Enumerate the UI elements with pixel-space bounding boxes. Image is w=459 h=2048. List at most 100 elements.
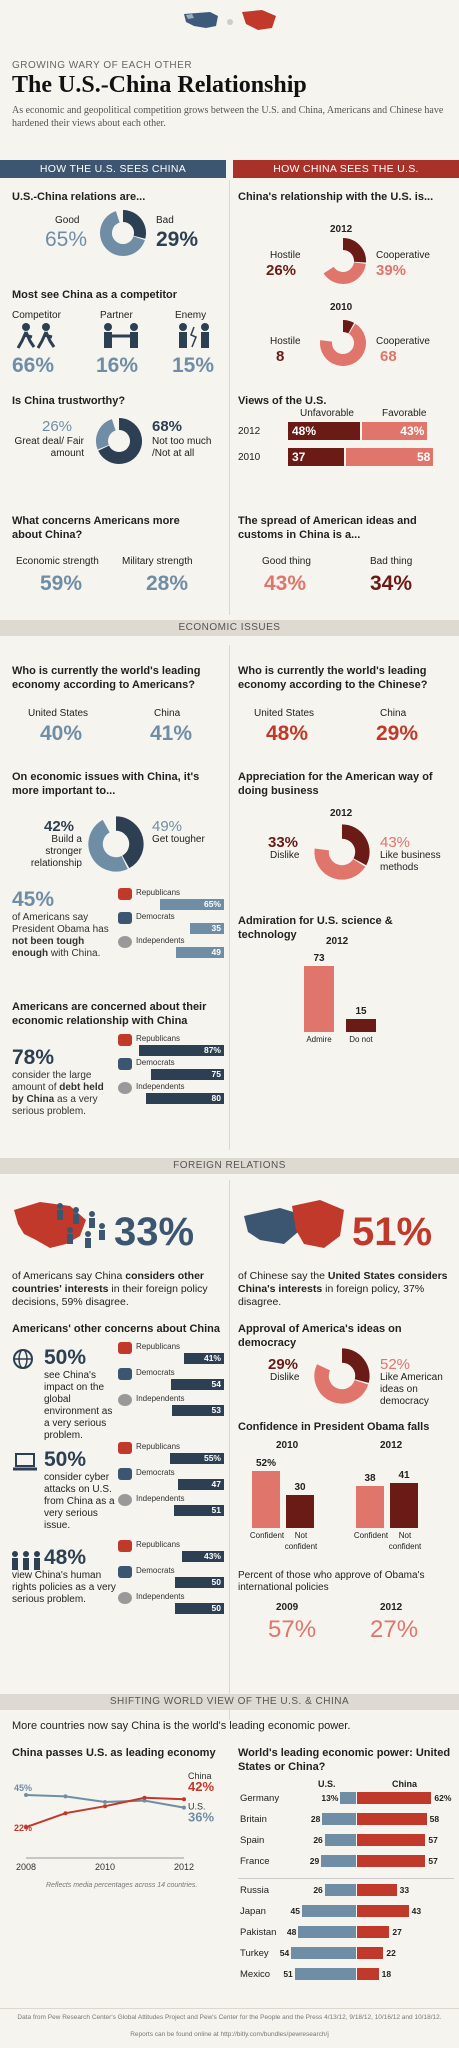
country-label: Mexico: [240, 1969, 271, 1980]
party-bar: 35: [189, 923, 224, 934]
us-relations-question: U.S.-China relations are...: [12, 191, 146, 203]
views-2010-year: 2010: [238, 452, 261, 463]
us-value: 26: [313, 1835, 323, 1845]
spread-question: The spread of American ideas and customs…: [238, 515, 417, 541]
like-label: Like business methods: [380, 850, 441, 873]
trust-a-arc: [96, 419, 117, 450]
dem-dislike-arc: [341, 1348, 370, 1383]
cn-leading-a-label: United States: [254, 708, 315, 719]
approve-a-year: 2009: [276, 1602, 299, 1613]
partner-label: Partner: [100, 310, 133, 321]
military-strength-label: Military strength: [122, 556, 193, 567]
footer-divider: [0, 2008, 459, 2009]
party-bar: 54: [171, 1379, 224, 1390]
trust-b-label: Not too much /Not at all: [152, 436, 212, 459]
cn-leading-b-label: China: [380, 708, 407, 719]
party-label: Republicans: [136, 1442, 181, 1451]
relationship-arc: [115, 816, 144, 869]
relations-donut: [98, 208, 148, 263]
democracy-like-value: 52%: [380, 1356, 411, 1373]
shift-subtitle: More countries now say China is the worl…: [12, 1720, 351, 1732]
approve-b-value: 27%: [370, 1616, 419, 1643]
bad-thing-value: 34%: [370, 572, 413, 595]
military-strength-value: 28%: [146, 572, 189, 595]
rel-2010-year: 2010: [330, 302, 353, 313]
donkey-icon: [118, 1368, 132, 1380]
series-point: [103, 1804, 107, 1809]
page-title: The U.S.-China Relationship: [12, 72, 307, 98]
views-2012-year: 2012: [238, 426, 261, 437]
coop-2012-arc: [323, 261, 366, 284]
conf-2012-year: 2012: [380, 1440, 403, 1451]
us-big-percent: 33%: [114, 1210, 195, 1254]
party-label: Independents: [136, 1592, 185, 1601]
hostile-2012-value: 26%: [266, 262, 297, 279]
party-label: Republicans: [136, 1540, 181, 1549]
cn-foreign-text: of Chinese say the United States conside…: [238, 1270, 448, 1308]
party-label: Independents: [136, 1494, 185, 1503]
series-end-label: 36%: [188, 1810, 214, 1825]
us-bar: [322, 1813, 356, 1825]
us-leading-question: Who is currently the world's leading eco…: [12, 665, 201, 691]
party-bar: 43%: [181, 1551, 224, 1562]
cyber-value: 50%: [44, 1448, 87, 1471]
confidence-bar: [390, 1482, 418, 1528]
donkey-icon: [118, 1566, 132, 1578]
laptop-icon: [12, 1452, 38, 1477]
important-b-value: 49%: [152, 818, 183, 835]
coop-2012-label: Cooperative: [376, 250, 430, 261]
obama-confidence-question: Confidence in President Obama falls: [238, 1421, 430, 1433]
enemy-value: 15%: [172, 354, 215, 377]
bad-arc: [122, 210, 146, 239]
line-chart-title: China passes U.S. as leading economy: [12, 1747, 216, 1759]
views-question: Views of the U.S.: [238, 395, 327, 407]
party-label: Democrats: [136, 1368, 175, 1377]
confidence-bar: [286, 1495, 314, 1528]
science-chart: 73 Admire 15 Do not: [296, 948, 386, 1046]
china-value: 33: [399, 1885, 410, 1895]
science-label: Do not: [349, 1035, 373, 1044]
china-bar: [357, 1926, 390, 1938]
us-bar: [302, 1905, 356, 1917]
approve-a-value: 57%: [268, 1616, 317, 1643]
us-bar: [291, 1947, 356, 1959]
party-label: Republicans: [136, 1342, 181, 1351]
views-2010-row: 37 58: [288, 448, 454, 466]
country-label: Pakistan: [240, 1927, 277, 1938]
us-bar: [321, 1855, 356, 1867]
confidence-bar: [252, 1470, 280, 1528]
us-leading-a-value: 40%: [40, 722, 83, 745]
series-point: [182, 1797, 186, 1802]
important-question: On economic issues with China, it's more…: [12, 771, 200, 797]
elephant-icon: [118, 1342, 132, 1354]
fav-label: Favorable: [382, 408, 427, 419]
trust-a-label: Great deal/ Fair amount: [14, 436, 84, 459]
footer-source: Data from Pew Research Center's Global A…: [17, 2014, 442, 2021]
dislike-arc: [341, 824, 370, 866]
science-bar: [304, 966, 334, 1032]
country-label: Britain: [240, 1814, 267, 1825]
footer-link: Reports can be found online at http://bi…: [130, 2031, 329, 2038]
china-value: 27: [392, 1927, 402, 1937]
china-value: 62%: [434, 1793, 452, 1803]
enemy-label: Enemy: [175, 310, 207, 321]
environment-text: see China's impact on the global environ…: [44, 1370, 113, 1441]
tougher-arc: [88, 819, 128, 872]
concerns-question: What concerns Americans more about China…: [12, 515, 180, 541]
china-value: 58: [429, 1814, 440, 1824]
country-label: Russia: [240, 1885, 270, 1896]
econ-concern-question: Americans are concerned about their econ…: [12, 1001, 207, 1027]
dislike-value: 33%: [268, 834, 299, 851]
china-value: 22: [386, 1948, 396, 1958]
us-value: 54: [279, 1948, 290, 1958]
confidence-value: 30: [294, 1482, 306, 1493]
bad-label: Bad: [156, 215, 174, 226]
kicker: GROWING WARY OF EACH OTHER: [12, 60, 193, 71]
hostile-2010-label: Hostile: [270, 336, 301, 347]
debt-value: 78%: [12, 1046, 55, 1069]
unfav-label: Unfavorable: [300, 408, 354, 419]
runners-icon: [16, 323, 58, 354]
democracy-question: Approval of America's ideas on democracy: [238, 1323, 402, 1349]
us-bar: [324, 1884, 356, 1896]
human-rights-text: view China's human rights policies as a …: [12, 1570, 116, 1605]
